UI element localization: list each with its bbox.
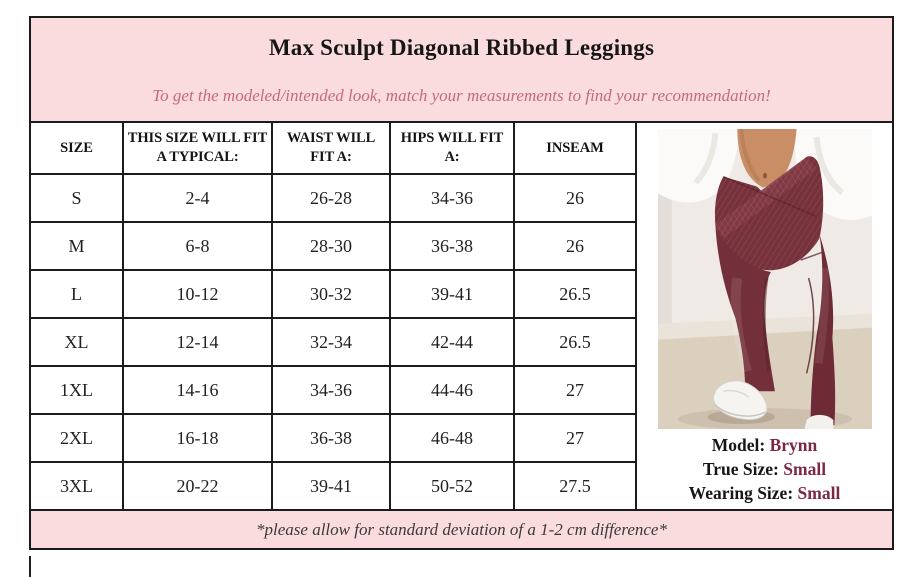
caption-value: Small: [783, 459, 827, 479]
table-row: 2XL 16-18 36-38 46-48 27: [29, 413, 637, 463]
table-row: 1XL 14-16 34-36 44-46 27: [29, 365, 637, 415]
model-photo: [657, 129, 872, 429]
table-header-row: SIZE THIS SIZE WILL FIT A TYPICAL: WAIST…: [29, 121, 637, 175]
size-table: SIZE THIS SIZE WILL FIT A TYPICAL: WAIST…: [29, 121, 637, 511]
cell-waist: 36-38: [271, 413, 391, 463]
cell-waist: 26-28: [271, 173, 391, 223]
column-header-hips: HIPS WILL FIT A:: [389, 121, 515, 175]
cell-typical: 14-16: [122, 365, 273, 415]
model-panel: Model: Brynn True Size: Small Wearing Si…: [637, 121, 894, 511]
cell-size: 3XL: [29, 461, 124, 511]
table-row: XL 12-14 32-34 42-44 26.5: [29, 317, 637, 367]
cell-size: 1XL: [29, 365, 124, 415]
cell-hips: 44-46: [389, 365, 515, 415]
column-header-typical: THIS SIZE WILL FIT A TYPICAL:: [122, 121, 273, 175]
cell-inseam: 27: [513, 365, 637, 415]
cell-inseam: 26: [513, 221, 637, 271]
cell-inseam: 26.5: [513, 269, 637, 319]
caption-label: Model:: [711, 435, 770, 455]
cell-inseam: 26.5: [513, 317, 637, 367]
cell-waist: 39-41: [271, 461, 391, 511]
table-row: S 2-4 26-28 34-36 26: [29, 173, 637, 223]
cell-hips: 39-41: [389, 269, 515, 319]
subtitle: To get the modeled/intended look, match …: [152, 86, 771, 105]
cell-size: L: [29, 269, 124, 319]
cell-size: S: [29, 173, 124, 223]
cell-waist: 32-34: [271, 317, 391, 367]
cell-size: M: [29, 221, 124, 271]
cell-typical: 6-8: [122, 221, 273, 271]
model-caption: Model: Brynn True Size: Small Wearing Si…: [689, 433, 841, 505]
cell-waist: 28-30: [271, 221, 391, 271]
caption-label: True Size:: [702, 459, 784, 479]
caption-line-wearing-size: Wearing Size: Small: [689, 481, 841, 505]
column-header-inseam: INSEAM: [513, 121, 637, 175]
cell-typical: 20-22: [122, 461, 273, 511]
column-header-size: SIZE: [29, 121, 124, 175]
cell-size: XL: [29, 317, 124, 367]
footer-banner: *please allow for standard deviation of …: [29, 509, 894, 550]
cell-inseam: 27: [513, 413, 637, 463]
caption-value: Brynn: [769, 435, 818, 455]
caption-label: Wearing Size:: [688, 483, 798, 503]
cell-typical: 10-12: [122, 269, 273, 319]
cell-inseam: 26: [513, 173, 637, 223]
page-edge-line: [29, 556, 31, 577]
column-header-waist: WAIST WILL FIT A:: [271, 121, 391, 175]
cell-inseam: 27.5: [513, 461, 637, 511]
cell-hips: 36-38: [389, 221, 515, 271]
header-banner: Max Sculpt Diagonal Ribbed Leggings To g…: [29, 16, 894, 123]
footer-note: *please allow for standard deviation of …: [256, 519, 667, 539]
table-row: M 6-8 28-30 36-38 26: [29, 221, 637, 271]
cell-waist: 30-32: [271, 269, 391, 319]
cell-size: 2XL: [29, 413, 124, 463]
cell-waist: 34-36: [271, 365, 391, 415]
table-row: 3XL 20-22 39-41 50-52 27.5: [29, 461, 637, 511]
cell-hips: 42-44: [389, 317, 515, 367]
cell-typical: 16-18: [122, 413, 273, 463]
main-content: SIZE THIS SIZE WILL FIT A TYPICAL: WAIST…: [29, 121, 894, 511]
cell-hips: 34-36: [389, 173, 515, 223]
caption-value: Small: [797, 483, 841, 503]
table-row: L 10-12 30-32 39-41 26.5: [29, 269, 637, 319]
cell-typical: 2-4: [122, 173, 273, 223]
caption-line-model: Model: Brynn: [689, 433, 841, 457]
size-chart: Max Sculpt Diagonal Ribbed Leggings To g…: [29, 16, 894, 550]
cell-hips: 50-52: [389, 461, 515, 511]
page-title: Max Sculpt Diagonal Ribbed Leggings: [268, 35, 655, 60]
caption-line-true-size: True Size: Small: [689, 457, 841, 481]
cell-hips: 46-48: [389, 413, 515, 463]
cell-typical: 12-14: [122, 317, 273, 367]
